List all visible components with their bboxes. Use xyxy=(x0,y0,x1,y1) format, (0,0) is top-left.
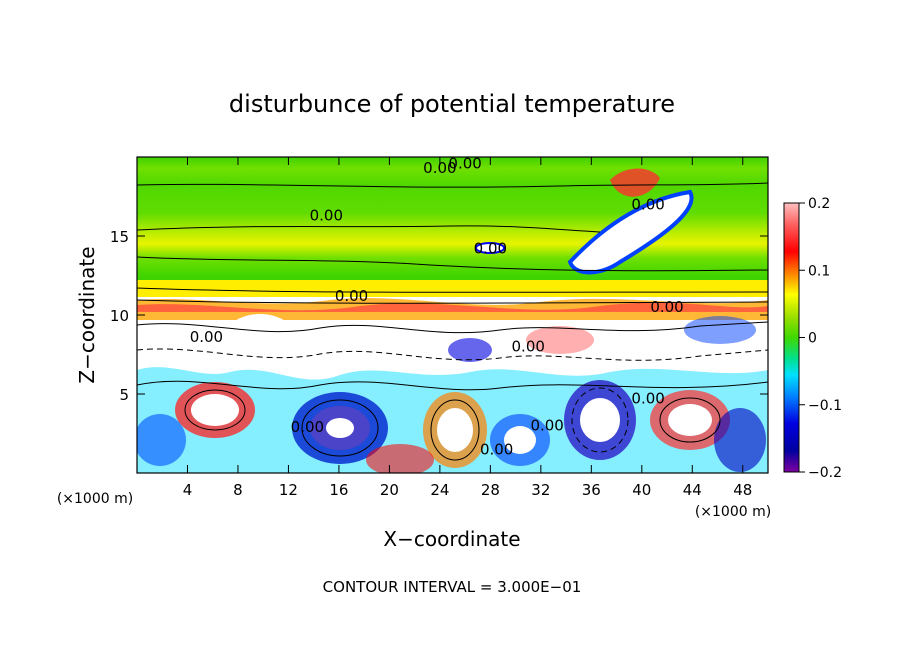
contour-lines xyxy=(137,182,768,461)
contour-label: 0.00 xyxy=(291,418,324,436)
x-unit-label-right: (×1000 m) xyxy=(695,504,771,520)
contour-label: 0.00 xyxy=(310,206,343,224)
x-tick-label: 20 xyxy=(380,481,399,499)
y-tick-label: 5 xyxy=(119,386,129,404)
contour-label: 0.00 xyxy=(448,154,481,172)
x-tick-label: 44 xyxy=(683,481,702,499)
x-tick-label: 48 xyxy=(733,481,752,499)
x-axis-label: X−coordinate xyxy=(383,527,520,551)
turbulent-blobs xyxy=(137,298,768,473)
colorbar-tick-label: 0 xyxy=(808,331,817,347)
chart-title: disturbunce of potential temperature xyxy=(229,90,675,118)
upper-anomaly xyxy=(475,168,694,275)
contour-label: 0.00 xyxy=(474,240,507,258)
colorbar-ticks: 0.2 0.1 0 −0.1 −0.2 xyxy=(799,196,842,481)
contour-label: 0.00 xyxy=(335,287,368,305)
x-unit-label-left: (×1000 m) xyxy=(57,491,133,507)
colorbar-tick-label: 0.1 xyxy=(808,263,830,279)
colorbar-tick-label: −0.2 xyxy=(808,465,842,481)
tropopause-band xyxy=(137,280,768,297)
x-tick-label: 40 xyxy=(632,481,651,499)
x-tick-label: 12 xyxy=(279,481,298,499)
colorbar-tick-label: 0.2 xyxy=(808,196,830,212)
contour-label: 0.00 xyxy=(530,417,563,435)
colorbar xyxy=(783,202,800,473)
contour-label: 0.00 xyxy=(480,440,513,458)
contour-labels: 0.000.000.000.000.000.000.000.000.000.00… xyxy=(190,154,684,458)
contour-label: 0.00 xyxy=(190,328,223,346)
y-tick-label: 15 xyxy=(110,228,129,246)
x-axis-ticks: 4 8 12 16 20 24 28 32 36 40 44 48 xyxy=(183,157,752,499)
contour-label: 0.00 xyxy=(650,298,683,316)
heatmap-field xyxy=(137,157,768,473)
contour-label: 0.00 xyxy=(631,195,664,213)
contour-label: 0.00 xyxy=(512,338,545,356)
x-tick-label: 4 xyxy=(183,481,193,499)
contour-interval-note: CONTOUR INTERVAL = 3.000E−01 xyxy=(323,578,582,596)
y-axis-ticks: 5 10 15 xyxy=(110,228,768,404)
x-tick-label: 36 xyxy=(582,481,601,499)
x-tick-label: 24 xyxy=(430,481,449,499)
x-tick-label: 16 xyxy=(329,481,348,499)
contour-label: 0.00 xyxy=(423,159,456,177)
x-tick-label: 8 xyxy=(233,481,243,499)
contour-label: 0.00 xyxy=(631,390,664,408)
y-tick-label: 10 xyxy=(110,307,129,325)
y-axis-label: Z−coordinate xyxy=(75,246,99,383)
colorbar-tick-label: −0.1 xyxy=(808,398,842,414)
x-tick-label: 32 xyxy=(531,481,550,499)
x-tick-label: 28 xyxy=(481,481,500,499)
